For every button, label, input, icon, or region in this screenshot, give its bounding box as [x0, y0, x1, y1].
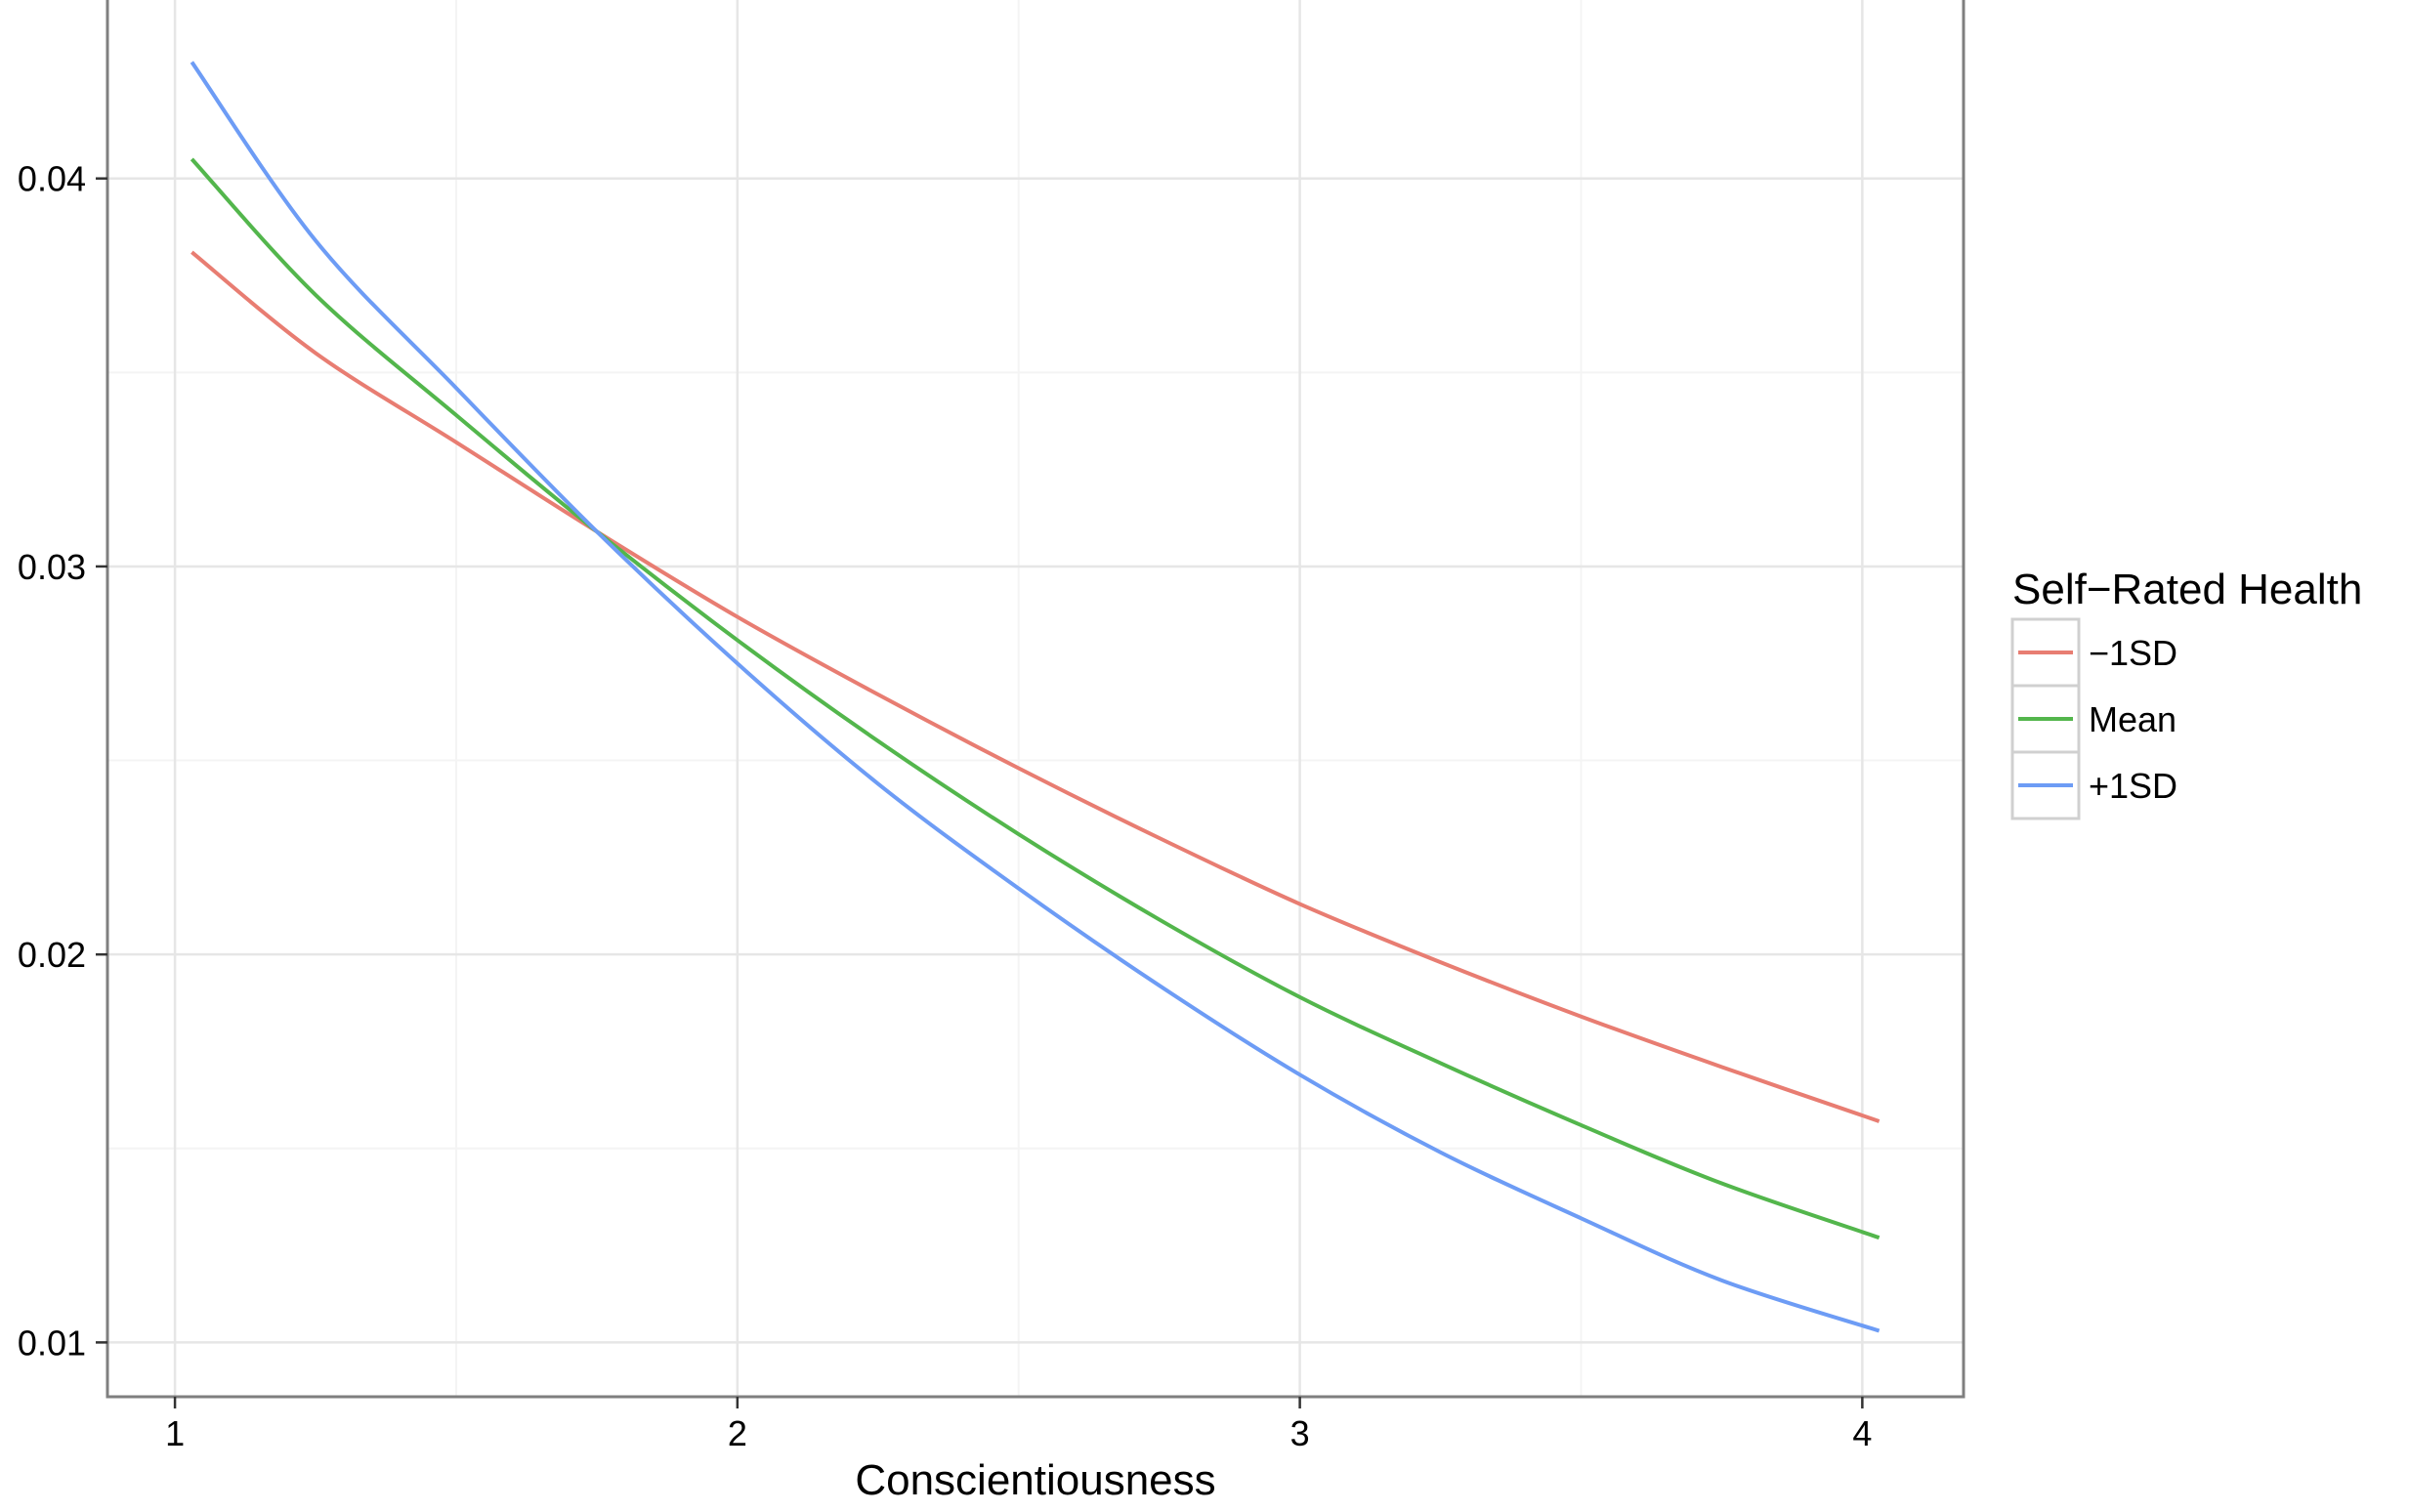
grid-layer [107, 0, 1964, 1397]
legend: Self−Rated Health −1SD Mean +1SD [2010, 566, 2362, 820]
y-tick-label: 0.03 [18, 547, 86, 587]
x-axis-title: Conscientiousness [855, 1456, 1215, 1504]
legend-label: −1SD [2089, 633, 2177, 673]
legend-label: +1SD [2089, 766, 2177, 806]
tick-layer: 1 2 3 4 0.01 0.02 0.03 0.04 [18, 159, 1872, 1453]
legend-label: Mean [2089, 699, 2177, 739]
y-tick-label: 0.04 [18, 159, 86, 199]
plot-panel-border [106, 0, 1965, 1399]
x-tick-label: 4 [1852, 1413, 1872, 1453]
x-tick-label: 1 [165, 1413, 185, 1453]
legend-title: Self−Rated Health [2012, 566, 2362, 613]
y-tick-label: 0.02 [18, 935, 86, 975]
series-line-mean [190, 157, 1881, 1240]
series-layer [190, 61, 1881, 1333]
series-line-plus-1sd [190, 61, 1881, 1333]
x-tick-label: 3 [1290, 1413, 1310, 1453]
legend-items: −1SD Mean +1SD [2010, 617, 2177, 820]
x-tick-label: 2 [728, 1413, 747, 1453]
series-line-minus-1sd [190, 250, 1881, 1123]
y-tick-label: 0.01 [18, 1323, 86, 1363]
